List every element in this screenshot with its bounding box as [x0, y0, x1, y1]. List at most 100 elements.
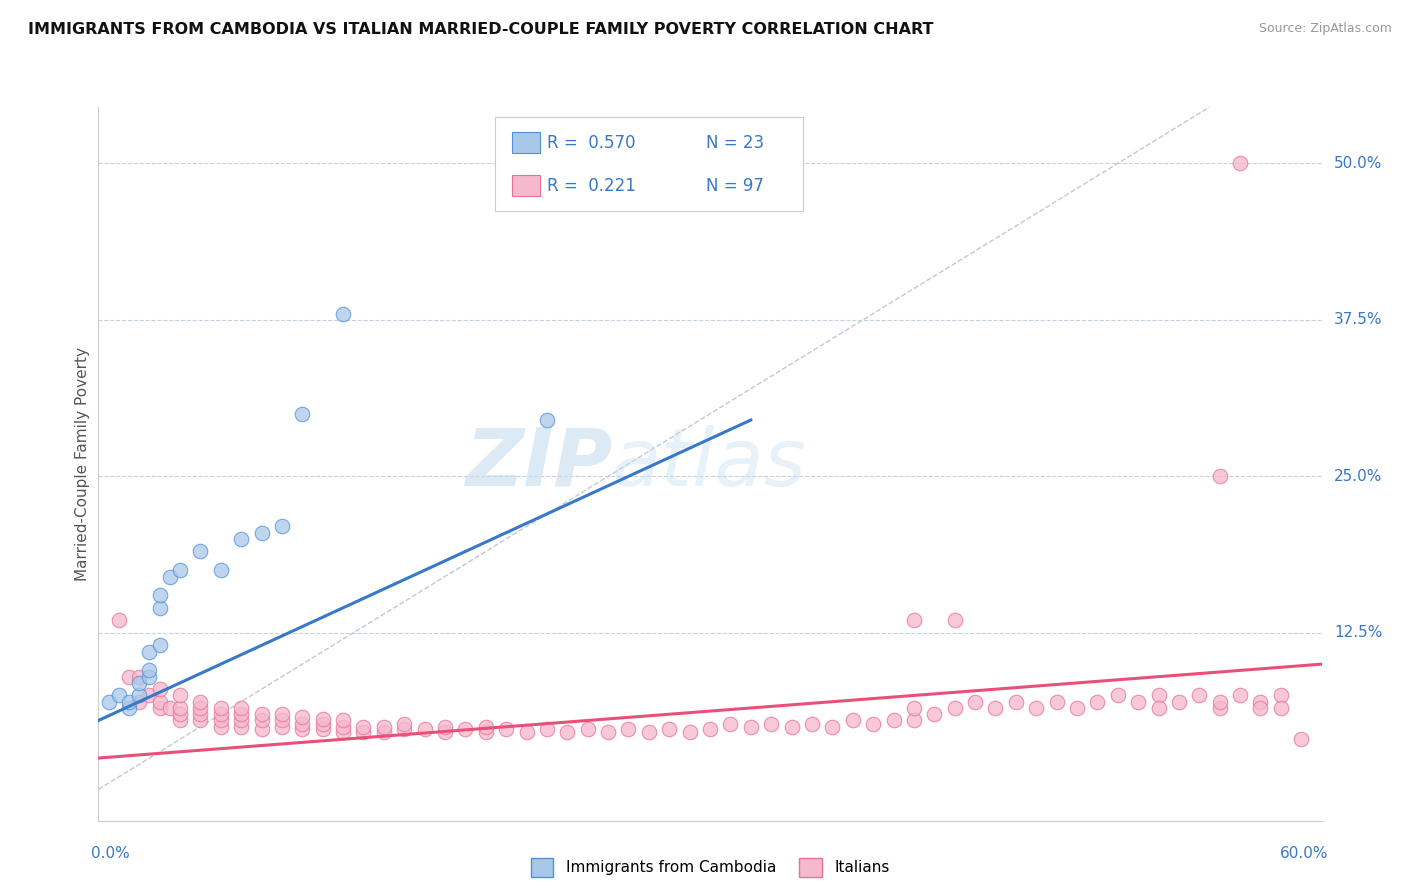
Point	[679, 724, 702, 739]
Point	[159, 569, 181, 583]
Point	[231, 720, 253, 734]
Point	[392, 717, 416, 731]
Point	[231, 714, 253, 728]
Text: N = 97: N = 97	[706, 177, 763, 194]
Point	[97, 695, 120, 709]
Point	[231, 707, 253, 722]
Point	[1249, 695, 1271, 709]
Point	[270, 519, 294, 533]
Point	[138, 689, 160, 703]
Point	[536, 723, 558, 737]
Point	[118, 670, 141, 684]
Point	[149, 695, 172, 709]
Point	[270, 707, 294, 722]
Point	[128, 689, 150, 703]
Point	[1270, 701, 1292, 715]
Point	[862, 717, 884, 731]
Point	[434, 724, 457, 739]
Point	[1291, 732, 1313, 747]
Point	[943, 613, 966, 627]
Text: R =  0.221: R = 0.221	[547, 177, 636, 194]
Point	[413, 723, 436, 737]
Point	[718, 181, 742, 195]
Point	[536, 413, 558, 427]
Point	[841, 714, 863, 728]
Point	[149, 600, 172, 615]
Point	[598, 724, 620, 739]
Point	[943, 701, 966, 715]
Point	[188, 695, 212, 709]
Point	[1270, 689, 1292, 703]
Point	[188, 544, 212, 558]
Point	[1025, 701, 1047, 715]
Point	[1107, 689, 1129, 703]
Point	[231, 532, 253, 546]
Point	[474, 724, 498, 739]
Point	[1085, 695, 1108, 709]
Text: R =  0.570: R = 0.570	[547, 134, 636, 152]
Point	[270, 720, 294, 734]
Point	[1229, 156, 1251, 170]
Point	[188, 701, 212, 715]
Point	[373, 720, 395, 734]
Text: 0.0%: 0.0%	[91, 846, 131, 861]
Point	[332, 720, 354, 734]
Point	[658, 723, 681, 737]
Point	[128, 676, 150, 690]
Text: 50.0%: 50.0%	[1334, 156, 1382, 171]
Point	[188, 707, 212, 722]
Point	[718, 717, 742, 731]
Point	[903, 701, 925, 715]
Point	[128, 670, 150, 684]
Point	[270, 714, 294, 728]
Text: 12.5%: 12.5%	[1334, 625, 1382, 640]
Point	[392, 723, 416, 737]
Point	[291, 710, 314, 724]
Point	[231, 701, 253, 715]
Point	[780, 720, 803, 734]
Point	[291, 407, 314, 421]
Point	[740, 720, 762, 734]
Point	[169, 563, 191, 577]
Point	[138, 664, 160, 678]
Point	[250, 714, 273, 728]
Point	[250, 707, 273, 722]
Point	[188, 714, 212, 728]
Point	[149, 701, 172, 715]
Point	[250, 723, 273, 737]
Point	[1045, 695, 1069, 709]
Point	[312, 723, 335, 737]
Point	[965, 695, 987, 709]
Text: ZIP: ZIP	[465, 425, 612, 503]
Point	[169, 707, 191, 722]
Point	[209, 563, 232, 577]
Point	[434, 720, 457, 734]
Point	[637, 724, 661, 739]
Point	[149, 639, 172, 653]
Point	[352, 724, 374, 739]
Point	[312, 717, 335, 731]
Text: 37.5%: 37.5%	[1334, 312, 1382, 327]
Y-axis label: Married-Couple Family Poverty: Married-Couple Family Poverty	[75, 347, 90, 581]
Point	[149, 588, 172, 602]
Point	[821, 720, 844, 734]
Point	[159, 701, 181, 715]
Point	[332, 714, 354, 728]
Point	[555, 724, 579, 739]
Point	[883, 714, 905, 728]
Point	[118, 695, 141, 709]
Point	[138, 670, 160, 684]
Point	[373, 724, 395, 739]
Point	[801, 717, 824, 731]
Point	[1209, 695, 1232, 709]
Point	[209, 707, 232, 722]
Point	[118, 701, 141, 715]
Point	[1147, 701, 1170, 715]
Point	[169, 689, 191, 703]
Text: 25.0%: 25.0%	[1334, 469, 1382, 483]
Point	[332, 724, 354, 739]
Point	[352, 720, 374, 734]
Point	[138, 645, 160, 659]
Point	[1004, 695, 1026, 709]
Point	[291, 723, 314, 737]
